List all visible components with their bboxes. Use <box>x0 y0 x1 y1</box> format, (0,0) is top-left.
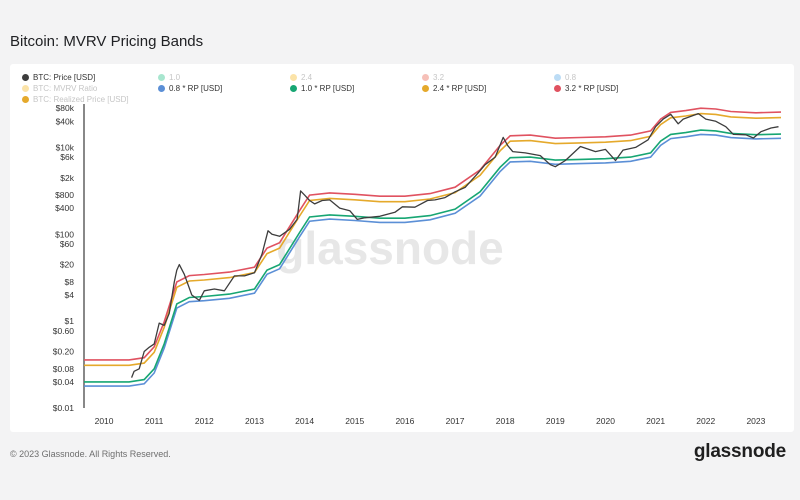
legend-dot-icon <box>22 74 29 81</box>
legend-item[interactable]: 3.2 * RP [USD] <box>554 84 618 94</box>
y-tick-label: $80k <box>56 103 75 113</box>
x-tick-label: 2018 <box>496 416 515 426</box>
page-title: Bitcoin: MVRV Pricing Bands <box>10 33 204 50</box>
y-tick-label: $8 <box>65 277 75 287</box>
y-tick-label: $0.20 <box>53 346 75 356</box>
legend-item[interactable]: 2.4 * RP [USD] <box>422 84 486 94</box>
legend-dot-icon <box>422 85 429 92</box>
x-tick-label: 2010 <box>95 416 114 426</box>
x-tick-label: 2014 <box>295 416 314 426</box>
chart-card: BTC: Price [USD] 1.0 2.4 3.2 0.8 BTC: MVRV Ra… <box>10 64 794 432</box>
x-tick-label: 2013 <box>245 416 264 426</box>
legend-item[interactable]: BTC: Realized Price [USD] <box>22 95 129 105</box>
x-tick-label: 2015 <box>345 416 364 426</box>
legend-label: BTC: Price [USD] <box>33 73 96 82</box>
legend-label: 0.8 * RP [USD] <box>169 84 223 93</box>
y-tick-label: $1 <box>65 316 75 326</box>
legend-dot-icon <box>22 85 29 92</box>
y-tick-label: $800 <box>55 190 74 200</box>
legend-label: 1.0 <box>169 73 181 82</box>
legend-dot-icon <box>290 85 297 92</box>
y-tick-label: $0.04 <box>53 377 75 387</box>
legend-label: 1.0 * RP [USD] <box>301 84 355 93</box>
legend-dot-icon <box>290 74 297 81</box>
y-tick-label: $10k <box>56 142 75 152</box>
y-tick-label: $60 <box>60 239 74 249</box>
legend-item[interactable]: 2.4 <box>290 73 312 83</box>
mvrv-chart[interactable]: glassnode $0.01 $0.04 $0.08 $0.20 $0.60$1 $4 $… <box>10 64 794 432</box>
legend-label: 2.4 <box>301 73 313 82</box>
y-tick-label: $0.08 <box>53 364 75 374</box>
legend-item[interactable]: BTC: MVRV Ratio <box>22 84 97 94</box>
y-tick-label: $0.01 <box>53 403 75 413</box>
watermark: glassnode <box>276 222 504 274</box>
x-tick-label: 2020 <box>596 416 615 426</box>
y-tick-label: $100 <box>55 229 74 239</box>
legend-dot-icon <box>158 74 165 81</box>
y-tick-label: $400 <box>55 203 74 213</box>
x-tick-label: 2017 <box>446 416 465 426</box>
band-line-3-2 <box>84 107 782 361</box>
legend-item[interactable]: 0.8 * RP [USD] <box>158 84 222 94</box>
legend-label: BTC: Realized Price [USD] <box>33 95 129 104</box>
y-tick-label: $40k <box>56 116 75 126</box>
x-tick-label: 2022 <box>696 416 715 426</box>
band-line-1 <box>84 129 782 383</box>
legend-dot-icon <box>554 74 561 81</box>
x-tick-label: 2011 <box>145 416 164 426</box>
legend-dot-icon <box>554 85 561 92</box>
legend-label: 3.2 * RP [USD] <box>565 84 619 93</box>
band-line-2-4 <box>84 112 782 367</box>
band-lines <box>84 107 782 387</box>
legend-label: 3.2 <box>433 73 445 82</box>
btc-price-line <box>130 112 779 378</box>
y-tick-label: $6k <box>60 152 74 162</box>
legend-item[interactable]: BTC: Price [USD] <box>22 73 95 83</box>
x-tick-label: 2012 <box>195 416 214 426</box>
x-axis: 2010 2011 2012 2013 2014 2015 2016 2017 2018 2019… <box>95 416 766 426</box>
y-tick-label: $4 <box>65 290 75 300</box>
x-tick-label: 2021 <box>646 416 665 426</box>
x-tick-label: 2023 <box>746 416 765 426</box>
legend-label: 0.8 <box>565 73 577 82</box>
legend-label: 2.4 * RP [USD] <box>433 84 487 93</box>
band-line-0-8 <box>84 133 782 387</box>
legend-label: BTC: MVRV Ratio <box>33 84 98 93</box>
y-axis: $0.01$0.04$0.08$0.20$0.60$1$4$8$20$60$10… <box>53 103 85 413</box>
legend-item[interactable]: 3.2 <box>422 73 444 83</box>
legend-item[interactable]: 1.0 <box>158 73 180 83</box>
chart-legend: BTC: Price [USD] 1.0 2.4 3.2 0.8 BTC: MVRV Ra… <box>10 64 794 104</box>
legend-item[interactable]: 1.0 * RP [USD] <box>290 84 354 94</box>
y-tick-label: $0.60 <box>53 326 75 336</box>
y-tick-label: $2k <box>60 173 74 183</box>
copyright-text: © 2023 Glassnode. All Rights Reserved. <box>10 449 171 459</box>
y-tick-label: $20 <box>60 260 74 270</box>
legend-dot-icon <box>422 74 429 81</box>
glassnode-logo[interactable]: glassnode <box>693 441 786 462</box>
x-tick-label: 2019 <box>546 416 565 426</box>
legend-dot-icon <box>22 96 29 103</box>
price-line <box>130 112 779 378</box>
legend-dot-icon <box>158 85 165 92</box>
x-tick-label: 2016 <box>395 416 414 426</box>
legend-item[interactable]: 0.8 <box>554 73 576 83</box>
